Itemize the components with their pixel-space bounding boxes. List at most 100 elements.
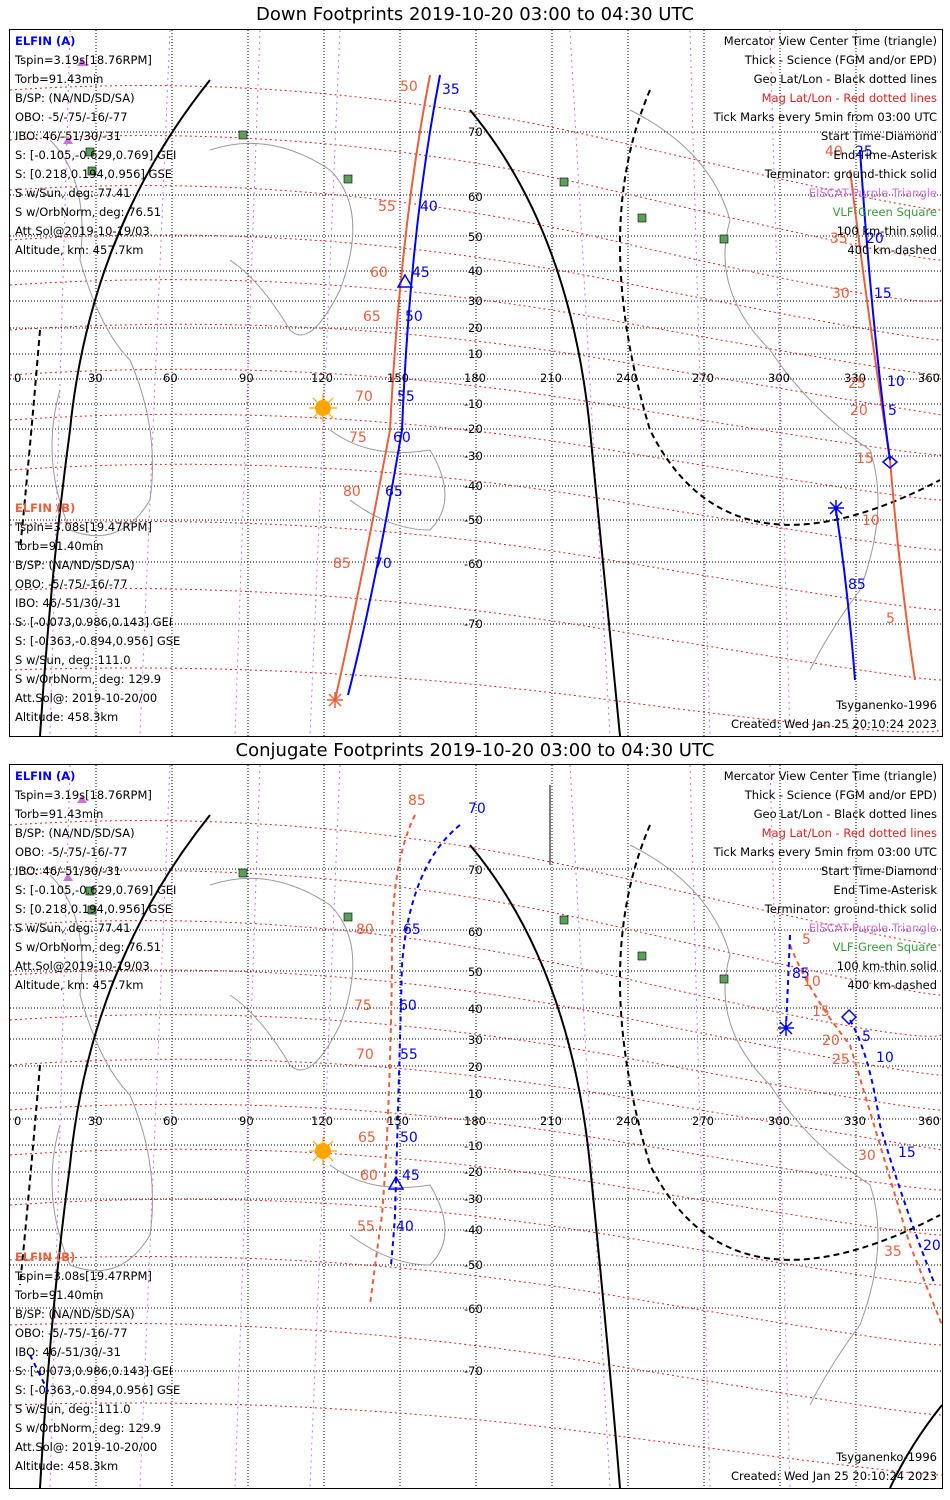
legend-item: VLF-Green Square: [832, 205, 937, 219]
track-tick-label: 70: [356, 1047, 374, 1063]
legend-item: 100 km-thin solid: [836, 224, 937, 238]
track-tick-label: 75: [354, 998, 372, 1014]
elfin-a-line: Torb=91.43min: [15, 72, 104, 86]
track-tick-label: 10: [803, 974, 821, 990]
track-tick-label: 15: [898, 1145, 916, 1161]
elfin-b-line: Torb=91.40min: [15, 1288, 104, 1302]
lon-tick: 330: [844, 1114, 866, 1128]
track-tick-label: 60: [393, 430, 411, 446]
track-tick-label: 5: [888, 403, 897, 419]
sun-icon: [309, 1137, 337, 1165]
lat-tick: -70: [464, 617, 483, 631]
legend-item: Mag Lat/Lon - Red dotted lines: [761, 91, 937, 105]
track-tick-label: 10: [862, 513, 880, 529]
panel2-map-graphics: [10, 765, 942, 1488]
lat-tick: -60: [464, 557, 483, 571]
elfin-b-line: IBO: 46/-51/30/-31: [15, 596, 121, 610]
elfin-a-track: [390, 824, 461, 1266]
legend-item: Tick Marks every 5min from 03:00 UTC: [713, 845, 937, 859]
track-tick-label: 5: [862, 1029, 871, 1045]
lat-tick: -20: [464, 422, 483, 436]
track-tick-label: 85: [408, 793, 426, 809]
center-time-triangle-icon: [387, 1175, 405, 1190]
elfin-a-line: S w/Sun, deg: 77.41: [15, 921, 131, 935]
legend-item: Geo Lat/Lon - Black dotted lines: [753, 807, 937, 821]
track-tick-label: 30: [832, 286, 850, 302]
elfin-a-south-track: [835, 509, 856, 681]
elfin-b-line: S: [-0.073,0.986,0.143] GEI: [15, 1364, 173, 1378]
lat-tick: 10: [468, 347, 483, 361]
elfin-b-line: Att.Sol@: 2019-10-20/00: [15, 691, 158, 705]
elfin-b-line: Altitude: 458.3km: [15, 1459, 119, 1473]
lon-tick: 240: [616, 371, 638, 385]
legend-item: End Time-Asterisk: [833, 883, 937, 897]
elfin-a-line: IBO: 46/-51/30/-31: [15, 129, 121, 143]
lat-tick: 40: [468, 264, 483, 278]
legend-item: Tick Marks every 5min from 03:00 UTC: [713, 110, 937, 124]
track-tick-label: 85: [333, 556, 351, 572]
lon-tick: 0: [14, 371, 22, 385]
elfin-b-line: Tspin=3.08s[19.47RPM]: [15, 1269, 152, 1283]
lat-tick: 30: [468, 1033, 483, 1047]
track-tick-label: 40: [420, 199, 438, 215]
track-tick-label: 65: [363, 309, 381, 325]
elfin-a-west-track: [29, 1354, 51, 1396]
lon-tick: 60: [163, 1114, 178, 1128]
track-tick-label: 50: [405, 309, 423, 325]
elfin-a-line: Altitude, km: 457.7km: [15, 243, 144, 257]
elfin-a-line: OBO: -5/-75/-16/-77: [15, 845, 128, 859]
track-tick-label: 65: [358, 1130, 376, 1146]
lat-tick: 60: [468, 925, 483, 939]
elfin-b-line: S w/Sun, deg: 111.0: [15, 1402, 131, 1416]
lon-tick: 210: [540, 1114, 562, 1128]
track-tick-label: 35: [884, 1244, 902, 1260]
lon-tick: 60: [163, 371, 178, 385]
track-tick-label: 25: [832, 1052, 850, 1068]
track-tick-label: 70: [468, 801, 486, 817]
lon-tick: 150: [387, 1114, 409, 1128]
elfin-b-line: OBO: -5/-75/-16/-77: [15, 1326, 128, 1340]
track-tick-label: 60: [399, 998, 417, 1014]
track-tick-label: 85: [792, 966, 810, 982]
elfin-a-line: S: [0.218,0.194,0.956] GSE: [15, 902, 173, 916]
elfin-a-line: S w/OrbNorm, deg: 76.51: [15, 940, 162, 954]
lon-tick: 270: [692, 1114, 714, 1128]
legend-item: End Time-Asterisk: [833, 148, 937, 162]
panel1-map: 0 30 60 90 120 150 180 210 240 270 300 3…: [9, 29, 943, 737]
elfin-a-east-track: [785, 934, 791, 1028]
panel1-title: Down Footprints 2019-10-20 03:00 to 04:3…: [256, 4, 694, 25]
legend-item: 400 km-dashed: [847, 978, 937, 992]
legend: Mercator View Center Time (triangle) Thi…: [714, 769, 937, 992]
elfin-a-line: Torb=91.43min: [15, 807, 104, 821]
track-tick-label: 15: [874, 286, 892, 302]
track-tick-label: 55: [397, 389, 415, 405]
track-tick-label: 45: [402, 1168, 420, 1184]
vlf-stations: [85, 130, 729, 244]
vlf-stations: [85, 868, 729, 984]
lon-tick: 30: [88, 371, 103, 385]
elfin-a-line: Altitude, km: 457.7km: [15, 978, 144, 992]
lon-tick: 150: [387, 371, 409, 385]
track-tick-label: 55: [400, 1047, 418, 1063]
legend-item: Mercator View Center Time (triangle): [723, 769, 937, 783]
panel2-title: Conjugate Footprints 2019-10-20 03:00 to…: [235, 740, 715, 761]
elfin-b-track: [369, 814, 416, 1306]
lon-tick: 90: [239, 371, 254, 385]
elfin-a-line: Tspin=3.19s[18.76RPM]: [15, 53, 152, 67]
legend-item: Start Time-Diamond: [821, 129, 937, 143]
track-tick-label: 50: [400, 79, 418, 95]
lon-tick: 90: [239, 1114, 254, 1128]
lon-tick: 120: [311, 371, 333, 385]
elfin-a-block: ELFIN (A) Tspin=3.19s[18.76RPM] Torb=91.…: [15, 34, 176, 257]
track-tick-label: 20: [850, 403, 868, 419]
elfin-b-header: ELFIN (B): [15, 501, 76, 515]
track-tick-label: 80: [356, 922, 374, 938]
track-tick-label: 80: [343, 484, 361, 500]
elfin-b-line: Torb=91.40min: [15, 539, 104, 553]
lat-tick: -30: [464, 1192, 483, 1206]
lon-tick: 240: [616, 1114, 638, 1128]
track-tick-label: 50: [400, 1130, 418, 1146]
lon-tick: 180: [464, 371, 486, 385]
legend-item: VLF-Green Square: [832, 940, 937, 954]
elfin-b-line: Altitude: 458.3km: [15, 710, 119, 724]
